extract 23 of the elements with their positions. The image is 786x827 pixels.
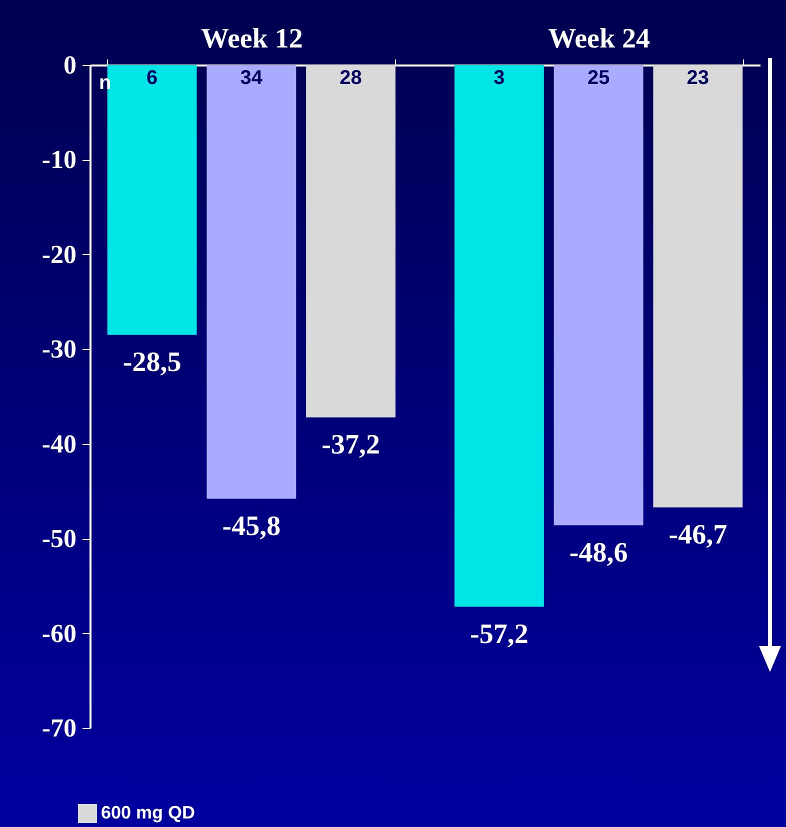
annotation: 34: [240, 67, 264, 89]
annotation: 3: [494, 67, 505, 89]
y-tick-label: -30: [42, 334, 76, 364]
annotation: 6: [146, 67, 158, 89]
annotation: 28: [340, 67, 362, 89]
y-tick-label: -50: [42, 524, 76, 554]
data-label: -46,7: [668, 519, 728, 550]
annotation: 23: [686, 67, 710, 89]
y-tick-label: -10: [42, 145, 76, 174]
x-tick-label: Week 12: [200, 24, 303, 54]
y-tick-label: -60: [42, 618, 76, 648]
y-tick-label: -40: [42, 429, 76, 458]
legend-label: 600 mg QD: [101, 802, 196, 822]
x-tick-label: Week 24: [548, 24, 650, 54]
y-tick-label: -70: [42, 714, 76, 742]
y-tick-label: 0: [64, 50, 76, 80]
data-label: -37,2: [322, 429, 380, 460]
data-label: -57,2: [470, 618, 528, 650]
data-label: -45,8: [222, 510, 281, 542]
y-tick-label: -20: [42, 240, 76, 269]
annotation: 25: [587, 67, 610, 89]
data-label: -48,6: [569, 537, 628, 568]
data-label: -28,5: [122, 346, 182, 378]
